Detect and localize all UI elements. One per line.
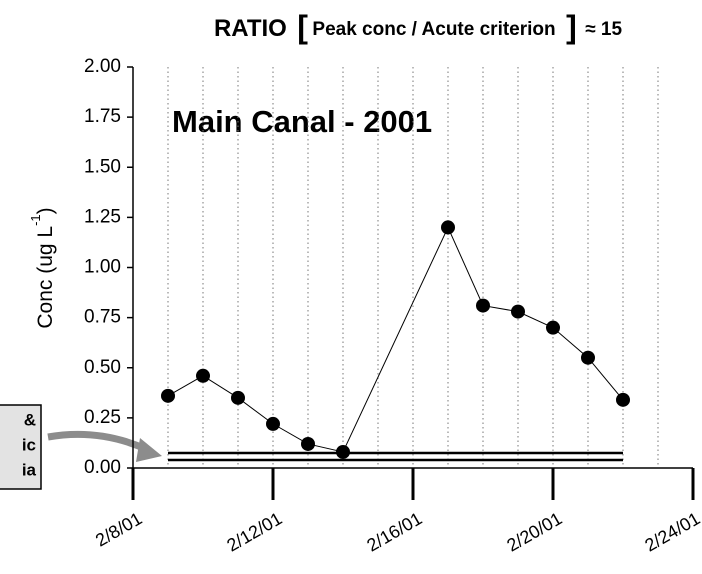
y-tick-label: 0.50 (84, 357, 121, 378)
data-point (476, 298, 490, 313)
title-part: Peak conc / Acute criterion (312, 19, 555, 40)
data-point (546, 320, 560, 335)
x-tick-label: 2/16/01 (363, 508, 425, 555)
side-note-line: & (24, 410, 36, 429)
data-point (441, 220, 455, 235)
data-point (301, 436, 315, 451)
arrow-head (136, 438, 162, 462)
side-note-line: ic (22, 435, 36, 454)
y-tick-label: 1.75 (84, 106, 121, 127)
data-point (196, 368, 210, 383)
arrow (47, 430, 150, 454)
side-note-line: ia (22, 460, 37, 479)
data-point (581, 350, 595, 365)
title-part: ≈ 15 (585, 19, 622, 40)
x-tick-label: 2/24/01 (641, 508, 702, 555)
y-tick-label: 2.00 (84, 56, 121, 77)
series-line (167, 226, 624, 453)
title-part: RATIO (214, 15, 287, 42)
x-tick-label: 2/12/01 (223, 508, 285, 555)
data-point (266, 416, 280, 431)
x-tick-label: 2/8/01 (92, 508, 145, 550)
y-label-text: Conc (ug L (34, 226, 57, 329)
data-point (336, 444, 350, 459)
y-tick-label: 0.00 (84, 457, 121, 478)
chart-title: RATIO [ Peak conc / Acute criterion ] ≈ … (214, 9, 623, 45)
title-part: [ (297, 9, 308, 45)
y-tick-label: 1.50 (84, 156, 121, 177)
data-point (231, 390, 245, 405)
title-part: ] (566, 9, 577, 45)
y-tick-label: 0.75 (84, 307, 121, 328)
data-point (511, 304, 525, 319)
data-point (616, 392, 630, 407)
annotation: Main Canal - 2001 (172, 104, 432, 139)
x-tick-label: 2/20/01 (503, 508, 565, 555)
y-axis-label: Conc (ug L-1) (28, 207, 56, 328)
y-tick-label: 0.25 (84, 407, 121, 428)
y-tick-label: 1.00 (84, 257, 121, 278)
side-note-box (0, 404, 42, 490)
y-label-sup: -1 (28, 214, 43, 226)
data-point (161, 388, 175, 403)
y-label-end: ) (34, 207, 57, 214)
y-tick-label: 1.25 (84, 206, 121, 227)
